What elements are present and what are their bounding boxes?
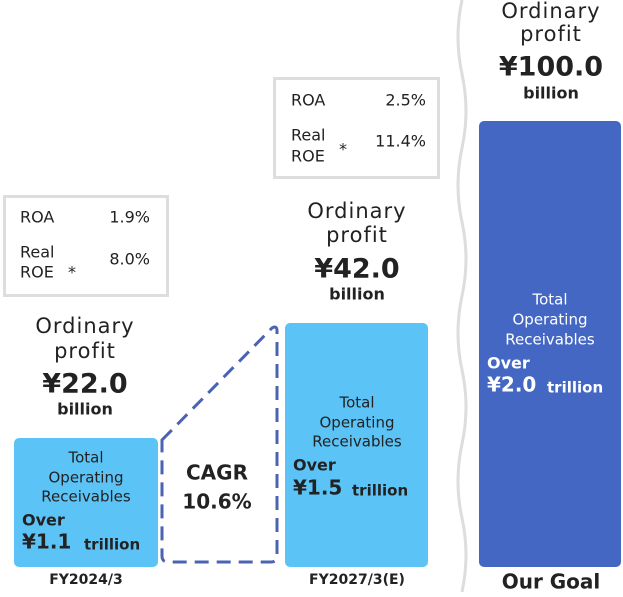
ratio-box <box>3 195 169 297</box>
over: Over <box>487 354 530 373</box>
profit-value: ¥42.0 <box>314 254 399 285</box>
profit-unit: billion <box>329 285 385 304</box>
profit-value: ¥100.0 <box>499 52 603 83</box>
profit-unit: billion <box>57 400 113 419</box>
profit-label: Ordinary <box>307 199 406 223</box>
roe-label: Real <box>291 126 326 145</box>
profit-label: profit <box>326 223 388 247</box>
amount: ¥1.1 <box>22 530 71 554</box>
roe-mark: * <box>68 263 76 282</box>
amount-unit: trillion <box>547 379 603 397</box>
bar <box>479 121 621 567</box>
period: Our Goal <box>502 570 601 594</box>
roe-value: 8.0% <box>109 250 150 269</box>
period: FY2024/3 <box>49 572 123 588</box>
bar-title: Operating <box>49 469 124 487</box>
cagr-value: 10.6% <box>182 490 251 514</box>
roa-label: ROA <box>291 91 325 110</box>
bar-title: Receivables <box>312 433 402 451</box>
profit-unit: billion <box>523 84 579 103</box>
roe-label: ROE <box>291 147 325 166</box>
period: FY2027/3(E) <box>309 572 405 588</box>
bar-title: Total <box>67 449 103 467</box>
bar-title: Total <box>338 394 374 412</box>
profit-label: profit <box>520 22 582 46</box>
roe-label: ROE <box>20 263 54 282</box>
amount: ¥1.5 <box>293 476 342 500</box>
roe-mark: * <box>339 140 347 159</box>
over: Over <box>22 511 65 530</box>
bar-title: Operating <box>513 311 588 329</box>
roa-value: 2.5% <box>385 91 426 110</box>
profit-label: profit <box>54 339 116 363</box>
bar-title: Total <box>531 291 567 309</box>
profit-label: Ordinary <box>501 0 600 23</box>
divider <box>456 0 468 593</box>
cagr-label: CAGR <box>186 461 248 485</box>
cagr-shape <box>160 325 279 564</box>
roa-label: ROA <box>20 208 54 227</box>
bar-title: Receivables <box>505 331 595 349</box>
bar <box>285 323 428 567</box>
bar-title: Receivables <box>41 488 131 506</box>
bar <box>14 438 158 567</box>
roe-label: Real <box>20 243 55 262</box>
profit-value: ¥22.0 <box>42 369 127 400</box>
ratio-box <box>273 77 440 179</box>
amount-unit: trillion <box>84 536 140 554</box>
amount: ¥2.0 <box>487 373 536 397</box>
profit-label: Ordinary <box>35 314 134 338</box>
roe-value: 11.4% <box>375 132 426 151</box>
over: Over <box>293 456 336 475</box>
roa-value: 1.9% <box>109 208 150 227</box>
amount-unit: trillion <box>352 482 408 500</box>
bar-title: Operating <box>320 414 395 432</box>
